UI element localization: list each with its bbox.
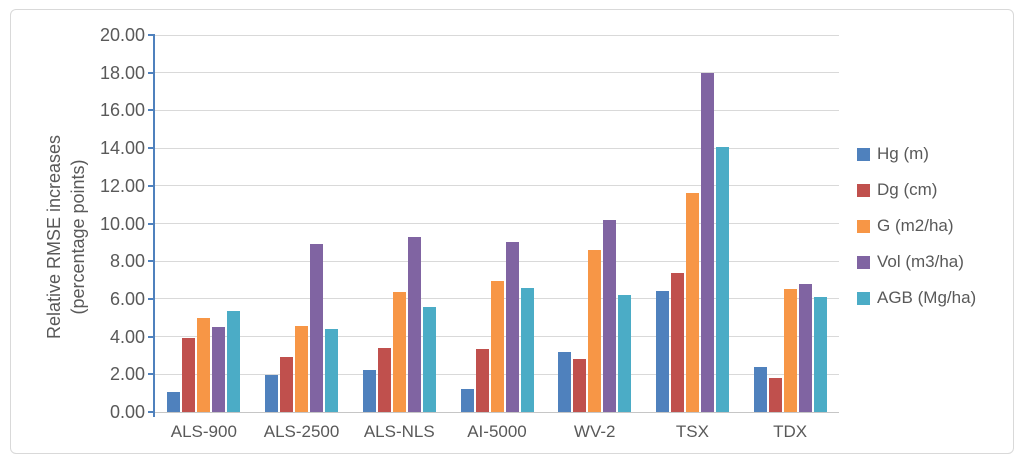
legend-item-agb: AGB (Mg/ha) [857, 280, 976, 316]
y-axis-tick-mark [148, 184, 155, 187]
bar-dg-als-2500 [280, 357, 294, 412]
y-axis-line [153, 34, 155, 417]
y-axis-tick-mark [148, 71, 155, 74]
bar-dg-wv-2 [573, 359, 587, 412]
y-axis-tick-mark [148, 373, 155, 376]
legend-label: Hg (m) [877, 144, 929, 163]
gridline [155, 185, 839, 187]
legend-label: Vol (m3/ha) [877, 252, 964, 271]
bar-g-ai-5000 [490, 280, 504, 412]
bar-vol-tdx [798, 283, 812, 412]
y-axis-tick-mark [148, 222, 155, 225]
bar-agb-als-2500 [325, 329, 339, 412]
y-axis-tick-mark [148, 411, 155, 413]
bar-vol-als-900 [212, 327, 226, 412]
bar-hg-als-2500 [265, 375, 279, 412]
y-axis-tick-mark [148, 147, 155, 150]
legend-item-dg: Dg (cm) [857, 172, 976, 208]
y-axis-tick-label: 4.00 [109, 326, 145, 347]
bar-agb-tsx [715, 147, 729, 412]
y-axis-tick-label: 6.00 [109, 288, 145, 309]
bar-vol-als-nls [407, 236, 421, 412]
bar-vol-wv-2 [603, 219, 617, 412]
y-axis-tick-mark [148, 297, 155, 300]
x-category-label-als-900: ALS-900 [170, 422, 237, 441]
x-category-label-tsx: TSX [675, 422, 709, 441]
legend-label: AGB (Mg/ha) [877, 288, 977, 307]
bar-g-als-900 [197, 317, 211, 412]
y-axis-tick-label: 2.00 [109, 364, 145, 385]
y-axis-tick-mark [148, 335, 155, 338]
gridline [155, 72, 839, 74]
bar-hg-tdx [753, 366, 767, 412]
y-axis-tick-label: 8.00 [109, 251, 145, 272]
legend-swatch-icon [857, 147, 870, 161]
bar-dg-ai-5000 [475, 348, 489, 412]
x-category-label-ai-5000: AI-5000 [467, 422, 527, 441]
legend-item-g: G (m2/ha) [857, 208, 976, 244]
legend-label: Dg (cm) [877, 180, 938, 199]
chart-legend: Hg (m) Dg (cm) G (m2/ha) Vol (m3/ha) AGB (Mg… [857, 136, 976, 316]
bar-hg-tsx [655, 291, 669, 412]
bar-vol-als-2500 [310, 244, 324, 412]
gridline [155, 223, 839, 224]
legend-item-hg: Hg (m) [857, 136, 976, 172]
y-axis-tick-label: 16.00 [99, 100, 145, 121]
y-axis-tick-label: 0.00 [109, 402, 145, 422]
bar-agb-als-nls [422, 307, 436, 412]
legend-swatch-icon [857, 291, 870, 305]
bar-dg-tsx [670, 273, 684, 412]
y-axis-tick-label: 12.00 [99, 175, 145, 196]
legend-swatch-icon [857, 255, 870, 269]
gridline [155, 147, 839, 149]
gridline [155, 109, 839, 111]
y-axis-tick-mark [148, 109, 155, 112]
bar-hg-als-900 [167, 392, 181, 412]
bar-hg-wv-2 [558, 351, 572, 412]
bar-g-tdx [783, 289, 797, 412]
bar-g-als-nls [392, 292, 406, 412]
bar-vol-tsx [700, 72, 714, 412]
x-category-label-als-nls: ALS-NLS [363, 422, 435, 441]
legend-swatch-icon [857, 219, 870, 233]
bar-dg-als-nls [377, 347, 391, 412]
bar-dg-tdx [768, 378, 782, 412]
x-category-label-tdx: TDX [773, 422, 808, 441]
y-axis-tick-label: 14.00 [99, 138, 145, 159]
y-axis-tick-mark [148, 260, 155, 263]
bar-agb-als-900 [227, 311, 241, 412]
bar-dg-als-900 [182, 338, 196, 412]
legend-swatch-icon [857, 183, 870, 197]
bar-g-als-2500 [295, 326, 309, 412]
bar-agb-ai-5000 [520, 287, 534, 412]
x-category-label-wv-2: WV-2 [573, 422, 616, 441]
bar-hg-ai-5000 [460, 389, 474, 412]
bar-g-tsx [685, 193, 699, 412]
legend-label: G (m2/ha) [877, 216, 954, 235]
y-axis-tick-mark [148, 34, 155, 36]
bar-hg-als-nls [362, 369, 376, 412]
bar-g-wv-2 [588, 249, 602, 412]
bar-agb-wv-2 [618, 295, 632, 412]
gridline [155, 411, 839, 413]
gridline [155, 260, 839, 262]
y-axis-tick-label: 10.00 [99, 213, 145, 234]
y-axis-tick-label: 20.00 [99, 25, 145, 45]
bar-agb-tdx [813, 297, 827, 412]
bar-vol-ai-5000 [505, 242, 519, 412]
legend-item-vol: Vol (m3/ha) [857, 244, 976, 280]
x-category-label-als-2500: ALS-2500 [263, 422, 340, 441]
gridline [155, 34, 839, 36]
y-axis-tick-label: 18.00 [99, 62, 145, 83]
